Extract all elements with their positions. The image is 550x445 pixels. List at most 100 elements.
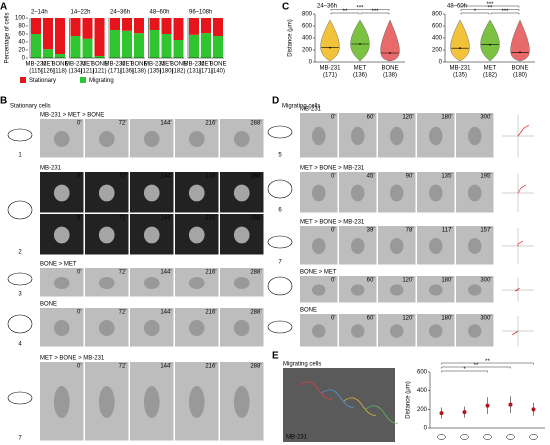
row-header: BONE > MET <box>300 270 337 276</box>
cell <box>390 238 404 254</box>
cell <box>429 284 443 296</box>
time-label: 120' <box>402 316 413 322</box>
cell <box>188 184 205 202</box>
bar-segment <box>173 18 184 40</box>
time-label: 0' <box>77 174 81 180</box>
row-number: 7 <box>278 260 282 266</box>
category-label: BONE <box>170 62 187 68</box>
y-tick-label: 400 <box>432 36 443 42</box>
time-label: 144' <box>160 270 171 276</box>
axes <box>429 372 545 429</box>
y-tick-label: 600 <box>432 24 443 30</box>
schematic <box>7 272 33 286</box>
category-label: BONE <box>91 62 108 68</box>
bar-segment <box>31 34 41 58</box>
cell <box>351 238 365 254</box>
cell <box>233 320 250 336</box>
time-label: 72' <box>119 121 127 127</box>
row-header: MET > BONE > MB-231 <box>300 166 365 172</box>
time-label: 0' <box>331 228 335 234</box>
axes <box>314 14 405 63</box>
cell <box>53 320 70 336</box>
track <box>343 397 377 416</box>
bar-segment <box>43 18 53 50</box>
cell <box>143 131 160 147</box>
y-tick-label: 200 <box>302 48 313 54</box>
track <box>365 405 399 424</box>
time-label: 144' <box>160 121 171 127</box>
time-label: 288' <box>250 310 261 316</box>
trajectory <box>517 124 530 137</box>
panel-letter: C <box>282 2 289 13</box>
schematic <box>267 320 293 334</box>
count-label: (135) <box>453 73 467 79</box>
cell <box>188 320 205 336</box>
cell <box>143 386 160 418</box>
time-label: 0' <box>77 121 81 127</box>
cell <box>188 226 205 244</box>
cell <box>143 226 160 244</box>
cell <box>351 324 365 338</box>
time-label: 216' <box>205 216 216 222</box>
significance-bracket <box>330 9 390 11</box>
category-label: MB-231 <box>449 66 471 72</box>
subplot-title: 48–60h <box>447 4 467 10</box>
category-label: MET <box>42 62 55 68</box>
time-label: 120' <box>402 278 413 284</box>
subplot-title: 24–36h <box>317 4 337 10</box>
category-label: BONE <box>130 62 147 68</box>
y-tick-label: 400 <box>302 36 313 42</box>
time-label: 180' <box>441 316 452 322</box>
significance-label: * <box>474 9 477 15</box>
trajectory <box>511 330 519 336</box>
mean-point <box>439 411 444 416</box>
cell <box>53 226 70 244</box>
row-header: BONE <box>40 302 57 308</box>
cell <box>312 284 326 296</box>
count-label: (171) <box>108 69 122 75</box>
schematic <box>267 179 293 199</box>
axes <box>187 18 224 59</box>
image-label: MB-231 <box>286 435 308 441</box>
y-tick-label: 400 <box>417 388 428 394</box>
legend-label: Migrating <box>89 78 114 84</box>
row-number: 1 <box>18 153 22 159</box>
cell <box>390 284 404 296</box>
mean-dot <box>459 47 461 50</box>
schematic <box>7 391 33 405</box>
legend-swatch <box>20 77 26 83</box>
y-tick-label: 0 <box>424 426 428 432</box>
category-label: MB-231 <box>183 62 205 68</box>
schematic <box>267 125 293 139</box>
time-label: 216' <box>205 121 216 127</box>
time-label: 300' <box>480 316 491 322</box>
cell <box>98 386 115 418</box>
cell <box>429 324 443 338</box>
cell <box>98 184 115 202</box>
time-label: 45' <box>367 174 375 180</box>
y-tick-label: 600 <box>417 370 428 376</box>
bar-segment <box>161 18 172 34</box>
time-label: 90' <box>406 174 414 180</box>
cell <box>233 131 250 147</box>
y-tick-label: 800 <box>302 12 313 18</box>
time-label: 72' <box>119 364 127 370</box>
time-label: 144' <box>160 216 171 222</box>
time-label: 60' <box>367 278 375 284</box>
significance-bracket <box>460 5 520 8</box>
mean-dot <box>359 43 361 45</box>
cell <box>233 277 250 289</box>
time-label: 0' <box>77 216 81 222</box>
cell <box>390 184 404 202</box>
significance-label: *** <box>501 9 509 15</box>
count-label: (171) <box>323 73 337 79</box>
time-label: 288' <box>250 174 261 180</box>
y-tick-label: 0 <box>439 60 443 66</box>
y-tick-label: 0 <box>309 60 313 66</box>
cell <box>98 320 115 336</box>
time-label: 0' <box>77 364 81 370</box>
bar-segment <box>149 30 160 58</box>
count-label: (131) <box>187 69 201 75</box>
time-label: 72' <box>119 270 127 276</box>
